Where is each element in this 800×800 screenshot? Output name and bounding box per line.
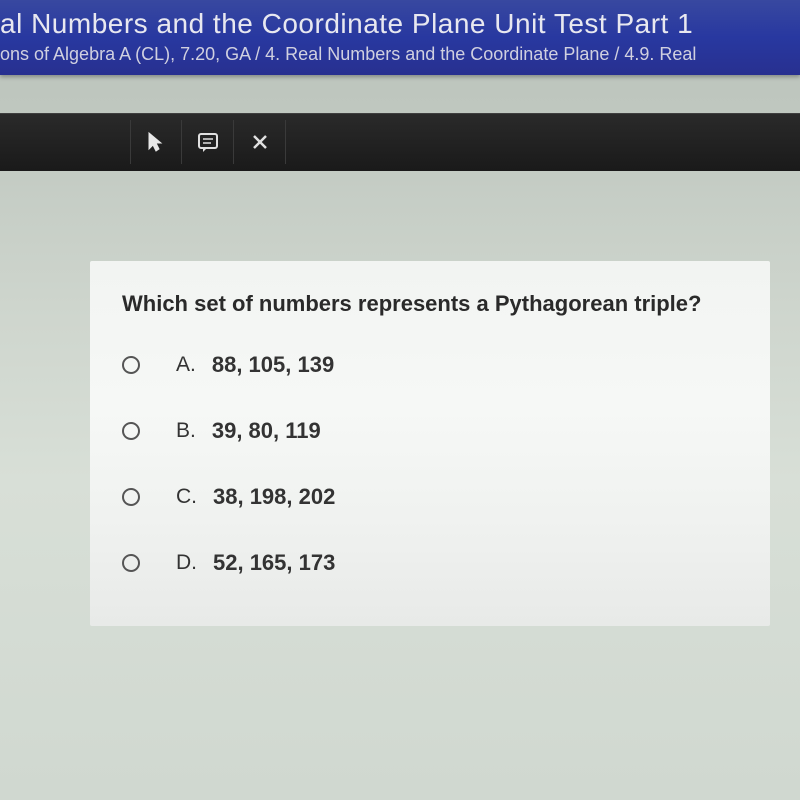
answer-option-b[interactable]: B. 39, 80, 119 — [122, 418, 738, 444]
answer-label: C. — [176, 485, 197, 509]
cursor-icon — [147, 131, 165, 153]
answer-text: 52, 165, 173 — [213, 550, 335, 576]
answer-text: 39, 80, 119 — [212, 418, 321, 444]
toolbar — [0, 113, 800, 171]
page-header: al Numbers and the Coordinate Plane Unit… — [0, 0, 800, 75]
question-panel: Which set of numbers represents a Pythag… — [90, 261, 770, 626]
page-title: al Numbers and the Coordinate Plane Unit… — [0, 8, 800, 40]
answer-option-d[interactable]: D. 52, 165, 173 — [122, 550, 738, 576]
answer-label: B. — [176, 419, 196, 443]
content-area: Which set of numbers represents a Pythag… — [0, 171, 800, 626]
answer-text: 88, 105, 139 — [212, 352, 334, 378]
close-tool-button[interactable] — [234, 120, 286, 164]
question-text: Which set of numbers represents a Pythag… — [122, 289, 738, 320]
answer-label: D. — [176, 551, 197, 575]
cursor-tool-button[interactable] — [130, 120, 182, 164]
close-icon — [251, 133, 269, 151]
answer-option-a[interactable]: A. 88, 105, 139 — [122, 352, 738, 378]
breadcrumb: ons of Algebra A (CL), 7.20, GA / 4. Rea… — [0, 44, 800, 65]
answer-text: 38, 198, 202 — [213, 484, 335, 510]
radio-button[interactable] — [122, 554, 140, 572]
answer-option-c[interactable]: C. 38, 198, 202 — [122, 484, 738, 510]
note-tool-button[interactable] — [182, 120, 234, 164]
answer-label: A. — [176, 353, 196, 377]
radio-button[interactable] — [122, 356, 140, 374]
radio-button[interactable] — [122, 488, 140, 506]
radio-button[interactable] — [122, 422, 140, 440]
note-icon — [197, 132, 219, 152]
